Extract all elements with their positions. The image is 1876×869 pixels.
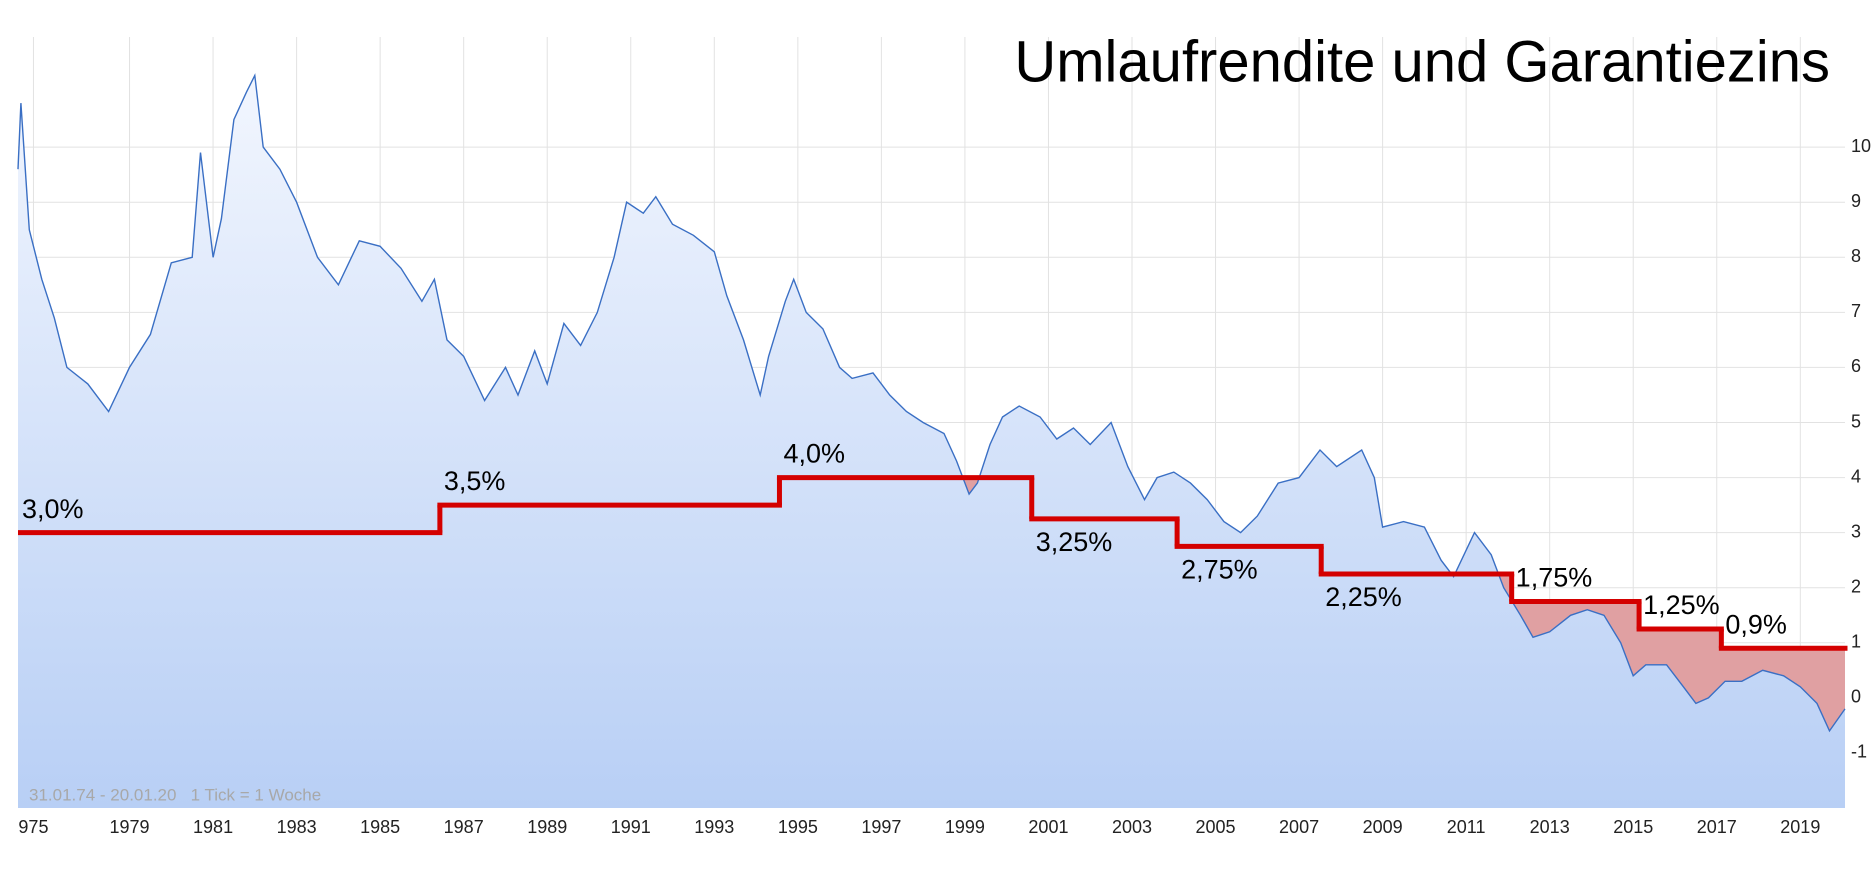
labels: -1 0 1 2 3 4 5 6 7 8 9 10 975 1979 1981 1983 1985 1987 198… [18,136,1871,837]
x-tick-label: 1985 [360,817,400,837]
step-label: 3,0% [22,494,84,524]
x-tick-label: 2013 [1530,817,1570,837]
x-tick-label: 2009 [1363,817,1403,837]
step-label: 3,5% [444,466,506,496]
step-label: 2,75% [1181,555,1258,585]
x-tick-label: 1983 [277,817,317,837]
yield-area [18,75,1845,808]
step-label: 1,25% [1643,590,1720,620]
y-tick-label: 3 [1851,521,1861,541]
step-label: 1,75% [1516,563,1593,593]
x-tick-label: 2015 [1613,817,1653,837]
x-tick-label: 1999 [945,817,985,837]
x-tick-label: 1981 [193,817,233,837]
step-label: 3,25% [1036,527,1113,557]
x-tick-label: 2007 [1279,817,1319,837]
x-tick-label: 2019 [1780,817,1820,837]
y-tick-label: 4 [1851,466,1861,486]
x-tick-label: 1987 [444,817,484,837]
x-tick-label: 1997 [861,817,901,837]
x-tick-label: 2017 [1697,817,1737,837]
y-tick-label: 2 [1851,576,1861,596]
y-tick-label: 1 [1851,632,1861,652]
x-tick-label: 1989 [527,817,567,837]
x-tick-label: 975 [18,817,48,837]
x-tick-label: 2003 [1112,817,1152,837]
y-tick-label: 6 [1851,356,1861,376]
y-tick-label: 0 [1851,687,1861,707]
yield-line [17,73,1846,733]
y-tick-label: 8 [1851,246,1861,266]
y-tick-label: 10 [1851,136,1871,156]
step-label: 4,0% [783,439,845,469]
x-tick-label: 1979 [110,817,150,837]
step-label: 2,25% [1325,582,1402,612]
x-tick-label: 2011 [1447,817,1486,837]
step-label: 0,9% [1725,609,1787,639]
x-tick-label: 2001 [1028,817,1068,837]
chart-title: Umlaufrendite und Garantiezins [1014,29,1830,94]
x-tick-label: 1995 [778,817,818,837]
y-tick-label: 9 [1851,191,1861,211]
x-tick-label: 1993 [694,817,734,837]
plot [17,73,1848,808]
y-tick-label: -1 [1851,742,1867,762]
x-tick-label: 1991 [611,817,651,837]
x-tick-label: 2005 [1196,817,1236,837]
y-tick-label: 5 [1851,411,1861,431]
footnote: 31.01.74 - 20.01.20 1 Tick = 1 Woche [29,785,321,804]
y-tick-label: 7 [1851,301,1861,321]
